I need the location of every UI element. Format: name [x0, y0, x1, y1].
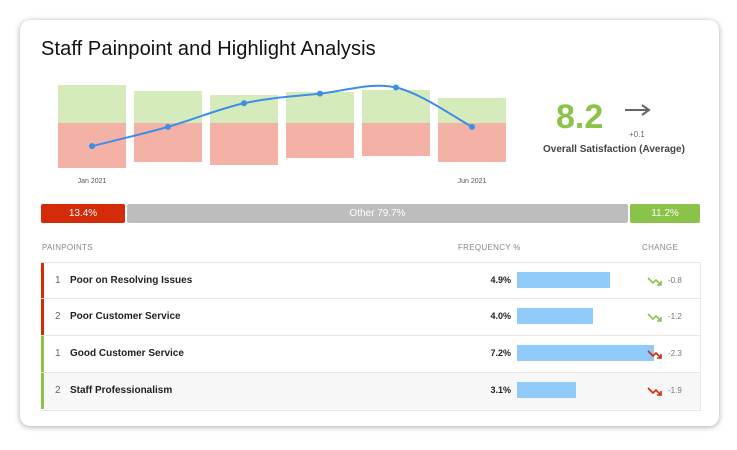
row-rank: 2: [55, 311, 61, 322]
frequency-column-header: FREQUENCY %: [458, 243, 521, 252]
row-change: -0.8: [668, 276, 682, 285]
frequency-bar: [517, 382, 576, 398]
x-tick-label: Jan 2021: [78, 178, 107, 185]
row-name: Good Customer Service: [70, 348, 184, 359]
chart-band-upper: [286, 92, 354, 123]
trend-down-icon: [647, 387, 662, 396]
row-type-indicator: [41, 336, 44, 372]
card-title: Staff Painpoint and Highlight Analysis: [41, 38, 376, 60]
table-row[interactable]: 2 Staff Professionalism 3.1% -1.9: [41, 372, 700, 409]
data-point[interactable]: [393, 84, 399, 91]
data-point[interactable]: [317, 90, 323, 97]
row-rank: 1: [55, 275, 61, 286]
row-change: -1.9: [668, 386, 682, 395]
change-column-header: CHANGE: [642, 243, 679, 252]
row-frequency: 3.1%: [490, 385, 511, 395]
table-row[interactable]: 1 Poor on Resolving Issues 4.9% -0.8: [41, 262, 700, 299]
chart-band-lower: [362, 123, 430, 156]
kpi-delta: +0.1: [629, 130, 645, 139]
satisfaction-chart: Jan 2021 Jun 2021: [58, 84, 506, 185]
data-point[interactable]: [165, 123, 171, 130]
row-frequency: 4.0%: [490, 311, 511, 321]
chart-band-upper: [362, 90, 430, 123]
row-name: Poor Customer Service: [70, 311, 181, 322]
trend-down-icon: [647, 277, 662, 286]
positive-share-segment[interactable]: 11.2%: [630, 204, 700, 223]
chart-band-lower: [286, 123, 354, 158]
chart-band-lower: [210, 123, 278, 165]
kpi-value: 8.2: [556, 98, 604, 136]
data-point[interactable]: [89, 143, 95, 150]
row-frequency: 7.2%: [490, 348, 511, 358]
other-share-segment[interactable]: Other 79.7%: [127, 204, 628, 223]
table-row[interactable]: 1 Good Customer Service 7.2% -2.3: [41, 335, 700, 372]
frequency-bar: [517, 308, 594, 324]
trend-down-icon: [647, 350, 662, 359]
chart-band-upper: [134, 91, 202, 123]
row-name: Poor on Resolving Issues: [70, 275, 193, 286]
row-change: -2.3: [668, 349, 682, 358]
row-name: Staff Professionalism: [70, 385, 173, 396]
series-line: [91, 84, 473, 148]
frequency-bar: [517, 272, 611, 288]
trend-down-icon: [647, 313, 662, 322]
row-rank: 2: [55, 385, 61, 396]
row-change: -1.2: [668, 312, 682, 321]
analysis-card: Staff Painpoint and Highlight Analysis J…: [20, 20, 719, 426]
negative-share-segment[interactable]: 13.4%: [41, 204, 125, 223]
row-rank: 1: [55, 348, 61, 359]
row-frequency: 4.9%: [490, 275, 511, 285]
data-point[interactable]: [241, 100, 247, 107]
arrow-right-icon: [625, 104, 651, 116]
row-type-indicator: [41, 263, 44, 299]
chart-band-upper: [58, 85, 126, 123]
painpoints-column-header: PAINPOINTS: [42, 243, 93, 252]
table-row[interactable]: 2 Poor Customer Service 4.0% -1.2: [41, 298, 700, 335]
chart-band-upper: [438, 98, 506, 123]
table-frame: [41, 262, 701, 411]
x-tick-label: Jun 2021: [458, 178, 487, 185]
kpi-label: Overall Satisfaction (Average): [543, 144, 685, 155]
frequency-bar: [517, 345, 654, 361]
row-type-indicator: [41, 373, 44, 409]
row-type-indicator: [41, 299, 44, 335]
data-point[interactable]: [469, 123, 475, 130]
